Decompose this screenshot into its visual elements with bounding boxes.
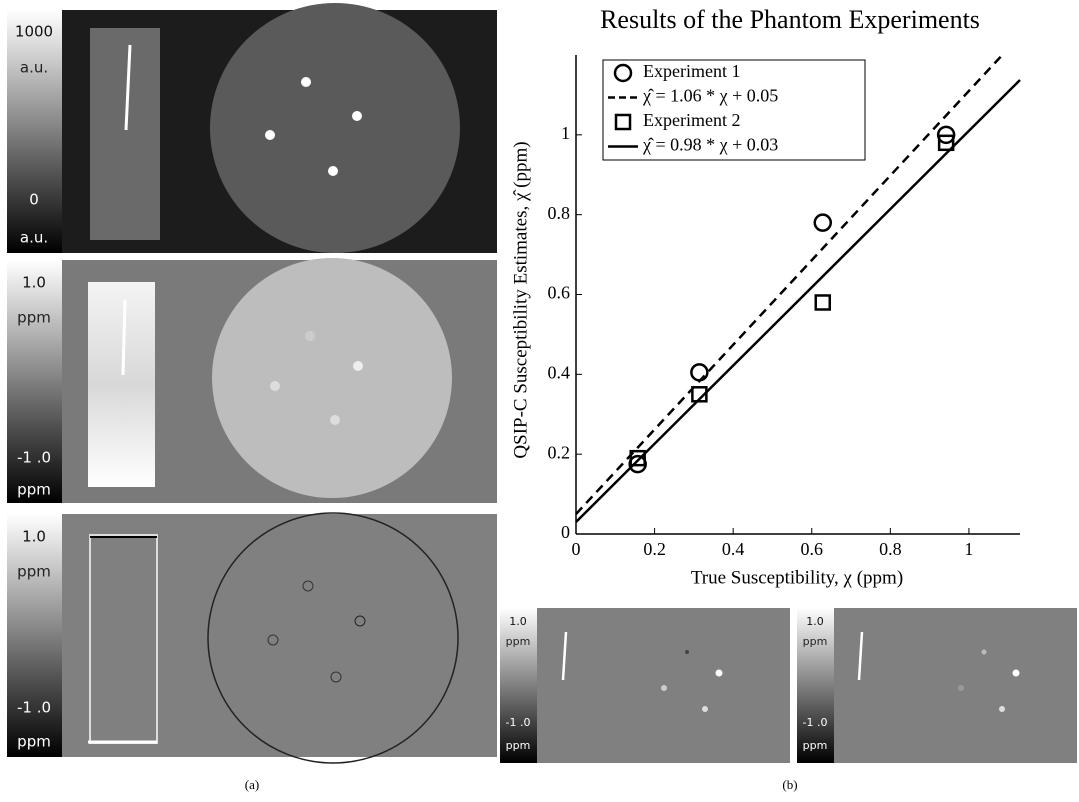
magnitude-panel — [7, 3, 497, 253]
x-axis-label: True Susceptibility, χ (ppm) — [691, 567, 903, 588]
legend-label: Experiment 2 — [643, 110, 740, 130]
colorbar-unit: a.u. — [20, 229, 48, 247]
colorbar-label: 1.0 — [22, 528, 46, 546]
x-tick-label: 1 — [964, 539, 973, 559]
colorbar-label: -1 .0 — [803, 716, 828, 729]
x-tick-label: 0 — [572, 539, 581, 559]
y-tick-label: 0.8 — [548, 203, 571, 223]
y-axis-label: QSIP-C Susceptibility Estimates, χ̂ (ppm… — [510, 141, 531, 458]
colorbar-unit: ppm — [506, 739, 531, 752]
marker — [937, 134, 955, 152]
marker — [690, 363, 709, 382]
y-tick-label: 1 — [561, 123, 570, 143]
colorbar-label: 1000 — [15, 23, 53, 41]
colorbar-unit: a.u. — [20, 59, 48, 77]
colorbar-label: 1.0 — [22, 274, 46, 292]
colorbar-label: 1.0 — [806, 615, 824, 628]
colorbar-label: -1 .0 — [506, 716, 531, 729]
legend-label: Experiment 1 — [643, 61, 740, 81]
legend-label: χ̂ = 1.06 * χ + 0.05 — [642, 86, 778, 106]
difference-panel — [7, 512, 497, 764]
small-panel-2 — [797, 608, 1077, 763]
colorbar-label: -1 .0 — [17, 449, 51, 467]
small-panel-1 — [500, 608, 790, 763]
y-tick-label: 0.2 — [548, 442, 571, 462]
colorbar-label: 0 — [29, 191, 39, 209]
legend-label: χ̂ = 0.98 * χ + 0.03 — [642, 135, 778, 155]
y-tick-label: 0.4 — [548, 362, 571, 382]
colorbar-unit: ppm — [17, 309, 51, 327]
marker — [629, 449, 646, 467]
legend-box — [602, 59, 866, 161]
fit-line — [575, 79, 1021, 523]
colorbar-unit: ppm — [803, 635, 828, 648]
x-tick-label: 0.6 — [801, 539, 824, 559]
marker — [613, 63, 633, 83]
panel-label: (a) — [245, 777, 259, 792]
marker — [814, 294, 832, 311]
colorbar-unit: ppm — [17, 481, 51, 499]
colorbar-label: -1 .0 — [17, 699, 51, 717]
x-tick-label: 0.8 — [879, 539, 902, 559]
y-tick-label: 0 — [561, 522, 570, 542]
panel-label: (b) — [782, 777, 797, 792]
marker — [691, 386, 708, 403]
y-tick-label: 0.6 — [548, 283, 571, 303]
chart-title: Results of the Phantom Experiments — [600, 5, 980, 34]
colorbar-unit: ppm — [803, 739, 828, 752]
colorbar-label: 1.0 — [509, 615, 527, 628]
x-tick-label: 0.4 — [722, 539, 745, 559]
colorbar-unit: ppm — [17, 563, 51, 581]
colorbar-unit: ppm — [17, 733, 51, 751]
colorbar-unit: ppm — [506, 635, 531, 648]
marker — [813, 213, 833, 232]
x-tick-label: 0.2 — [643, 539, 666, 559]
marker — [614, 113, 632, 131]
field-panel — [7, 258, 497, 503]
